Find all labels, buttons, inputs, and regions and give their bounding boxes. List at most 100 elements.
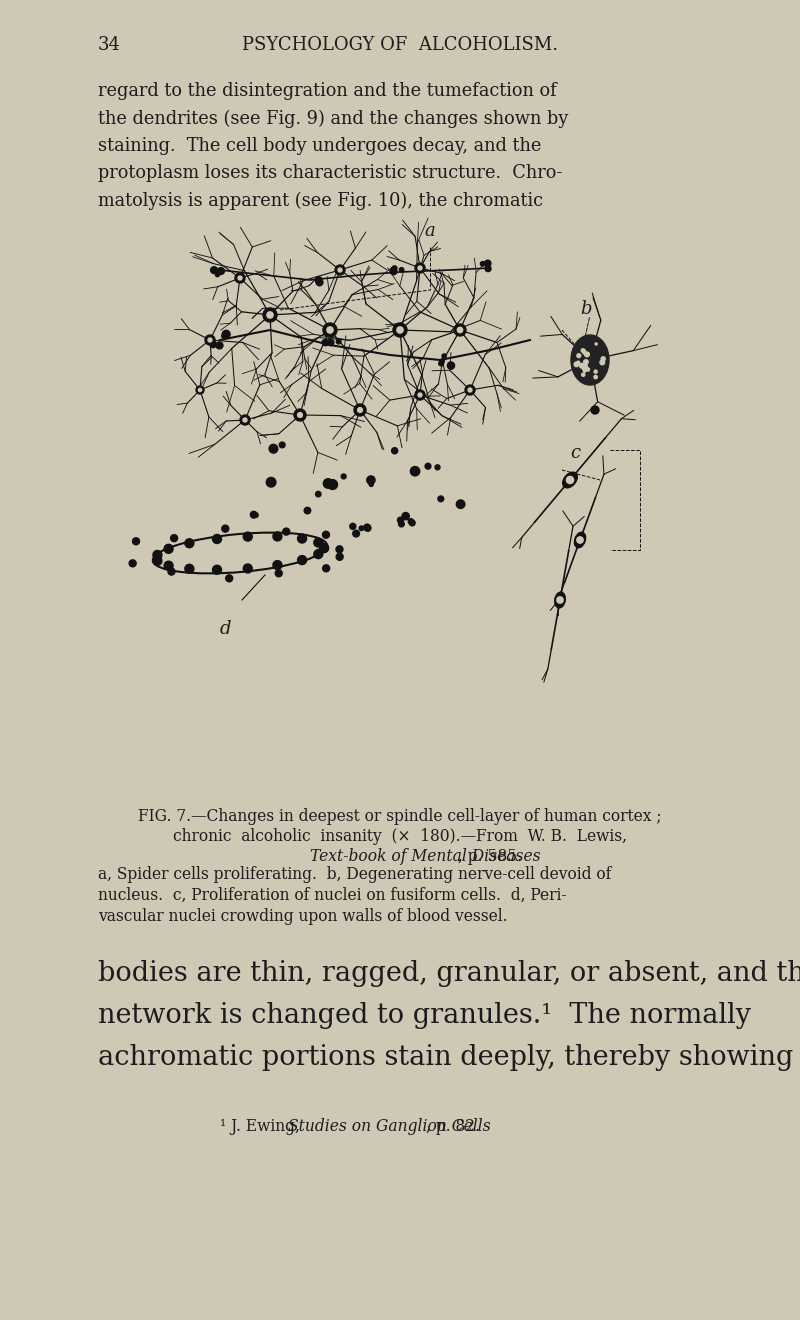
Circle shape [273, 532, 282, 541]
Circle shape [279, 442, 285, 447]
Circle shape [129, 560, 136, 566]
Circle shape [577, 354, 581, 358]
Circle shape [153, 550, 162, 560]
Circle shape [170, 535, 178, 541]
Circle shape [566, 477, 574, 483]
Text: , p. 82.: , p. 82. [426, 1118, 480, 1135]
Circle shape [398, 517, 403, 523]
Circle shape [327, 327, 333, 333]
Circle shape [291, 539, 296, 543]
Circle shape [359, 525, 364, 531]
Circle shape [425, 463, 431, 469]
Circle shape [342, 474, 346, 479]
Circle shape [294, 409, 306, 421]
Circle shape [336, 553, 343, 560]
Circle shape [327, 339, 334, 346]
Ellipse shape [562, 473, 578, 488]
Circle shape [485, 260, 491, 267]
Circle shape [366, 477, 375, 484]
Circle shape [583, 364, 587, 368]
Circle shape [322, 531, 330, 539]
Circle shape [243, 418, 247, 422]
Text: staining.  The cell body undergoes decay, and the: staining. The cell body undergoes decay,… [98, 137, 542, 154]
Circle shape [392, 265, 397, 271]
Circle shape [468, 388, 472, 392]
Circle shape [164, 561, 173, 570]
Circle shape [410, 466, 420, 477]
Circle shape [298, 413, 302, 417]
Circle shape [215, 272, 219, 277]
Circle shape [267, 312, 273, 318]
Circle shape [583, 370, 586, 372]
Circle shape [601, 356, 606, 360]
Text: protoplasm loses its characteristic structure.  Chro-: protoplasm loses its characteristic stru… [98, 165, 562, 182]
Circle shape [210, 341, 216, 347]
Circle shape [314, 549, 323, 558]
Circle shape [577, 537, 583, 544]
Circle shape [322, 339, 327, 346]
Text: a: a [425, 222, 435, 240]
Circle shape [250, 511, 257, 517]
Circle shape [393, 323, 407, 337]
Text: matolysis is apparent (see Fig. 10), the chromatic: matolysis is apparent (see Fig. 10), the… [98, 191, 543, 210]
Circle shape [579, 363, 584, 368]
Circle shape [288, 545, 295, 553]
Text: chronic  alcoholic  insanity  (×  180).—From  W. B.  Lewis,: chronic alcoholic insanity (× 180).—From… [173, 828, 627, 845]
Ellipse shape [574, 532, 586, 548]
Circle shape [354, 404, 366, 416]
Circle shape [350, 523, 356, 529]
Circle shape [273, 561, 282, 570]
Circle shape [210, 267, 218, 273]
Circle shape [254, 513, 258, 517]
Circle shape [418, 267, 422, 271]
Circle shape [323, 479, 333, 488]
Circle shape [364, 524, 370, 531]
Circle shape [269, 445, 278, 453]
Text: ¹ J. Ewing,: ¹ J. Ewing, [220, 1118, 305, 1135]
Circle shape [418, 393, 422, 397]
Circle shape [410, 520, 415, 525]
Circle shape [600, 360, 605, 364]
Text: the dendrites (see Fig. 9) and the changes shown by: the dendrites (see Fig. 9) and the chang… [98, 110, 568, 128]
Text: , p. 585.: , p. 585. [458, 847, 522, 865]
Text: regard to the disintegration and the tumefaction of: regard to the disintegration and the tum… [98, 82, 557, 100]
Circle shape [581, 348, 585, 352]
Circle shape [338, 268, 342, 272]
Text: b: b [580, 300, 591, 318]
Circle shape [336, 339, 341, 345]
Circle shape [298, 535, 306, 543]
Circle shape [222, 525, 229, 532]
Circle shape [235, 273, 245, 282]
Circle shape [447, 362, 454, 370]
Circle shape [323, 323, 337, 337]
Circle shape [582, 374, 585, 376]
Circle shape [365, 525, 371, 531]
Circle shape [185, 564, 194, 573]
Text: c: c [570, 444, 580, 462]
Text: FIG. 7.—Changes in deepest or spindle cell-layer of human cortex ;: FIG. 7.—Changes in deepest or spindle ce… [138, 808, 662, 825]
Circle shape [316, 279, 323, 286]
Circle shape [287, 537, 294, 544]
Text: vascular nuclei crowding upon walls of blood vessel.: vascular nuclei crowding upon walls of b… [98, 908, 508, 925]
Text: Studies on Ganglion Cells: Studies on Ganglion Cells [288, 1118, 490, 1135]
Circle shape [586, 368, 590, 371]
Circle shape [164, 544, 173, 553]
Circle shape [391, 447, 398, 454]
Circle shape [574, 362, 578, 367]
Circle shape [316, 277, 322, 282]
Text: Text-book of Mental Diseases: Text-book of Mental Diseases [310, 847, 541, 865]
Text: d: d [219, 620, 230, 638]
Circle shape [153, 556, 162, 565]
Circle shape [314, 539, 323, 546]
Circle shape [435, 465, 440, 470]
Circle shape [263, 308, 277, 322]
Circle shape [390, 268, 397, 275]
Ellipse shape [554, 593, 566, 609]
Circle shape [336, 546, 343, 553]
Text: nucleus.  c, Proliferation of nuclei on fusiform cells.  d, Peri-: nucleus. c, Proliferation of nuclei on f… [98, 887, 566, 904]
Circle shape [438, 496, 444, 502]
Circle shape [399, 268, 404, 272]
Circle shape [440, 359, 444, 363]
Circle shape [322, 565, 330, 572]
Circle shape [319, 544, 329, 553]
